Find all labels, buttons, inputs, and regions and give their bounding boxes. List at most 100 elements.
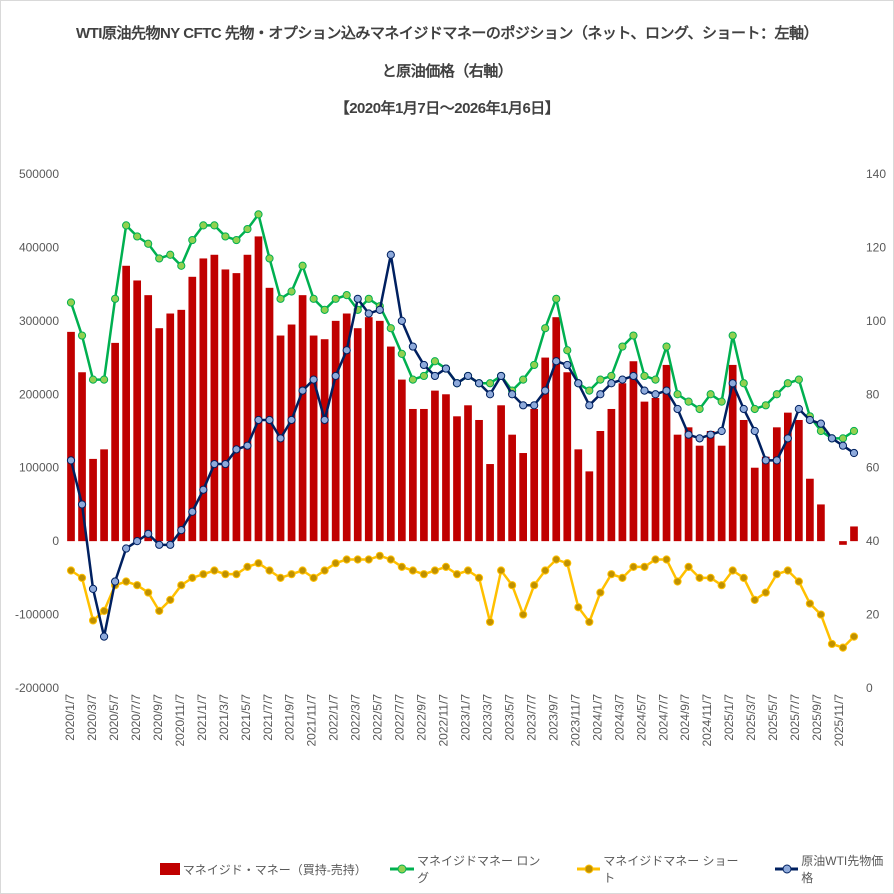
price-point xyxy=(364,309,373,318)
net-bar xyxy=(210,254,219,542)
price-point xyxy=(816,419,826,428)
price-point xyxy=(309,375,318,384)
net-bar xyxy=(320,339,329,542)
net-bar xyxy=(232,273,241,542)
net-bar xyxy=(596,431,605,542)
price-point xyxy=(794,404,803,414)
long-point xyxy=(243,224,252,234)
short-point xyxy=(210,566,219,575)
net-bar xyxy=(353,328,362,542)
short-point xyxy=(298,566,307,575)
net-bar xyxy=(607,408,616,542)
short-point xyxy=(430,566,440,575)
price-point xyxy=(728,379,737,388)
long-point xyxy=(838,434,848,443)
long-point xyxy=(695,404,704,414)
legend: マネイジド・マネー（買持-売持） マネイジドマネー ロング マネイジドマネー シ… xyxy=(160,852,894,886)
long-point xyxy=(541,324,550,333)
legend-label-long: マネイジドマネー ロング xyxy=(416,854,541,885)
short-point xyxy=(408,566,417,575)
long-point xyxy=(662,342,671,351)
short-point xyxy=(452,570,462,579)
short-point xyxy=(375,551,384,560)
net-bar xyxy=(850,526,858,542)
short-point xyxy=(265,566,274,575)
short-point xyxy=(320,566,329,575)
price-point xyxy=(640,386,649,395)
y-left-tick-label: 200000 xyxy=(19,387,59,401)
net-bar xyxy=(166,313,175,542)
price-point xyxy=(88,584,98,593)
net-bar xyxy=(662,364,671,542)
short-point xyxy=(287,570,296,579)
x-tick-label: 2022/5/7 xyxy=(371,694,385,741)
long-point xyxy=(717,397,726,406)
net-bar xyxy=(155,328,164,542)
price-point xyxy=(133,537,142,546)
price-point xyxy=(519,401,528,410)
long-point xyxy=(111,294,120,303)
long-point xyxy=(331,294,340,303)
short-point xyxy=(574,603,583,612)
long-point xyxy=(199,221,208,230)
short-point xyxy=(596,588,605,597)
price-point xyxy=(232,445,241,454)
short-point xyxy=(199,570,208,579)
long-point xyxy=(66,298,76,307)
price-point xyxy=(441,364,451,373)
long-point xyxy=(364,294,373,303)
price-point xyxy=(99,632,109,641)
short-point xyxy=(353,555,362,564)
long-point xyxy=(88,375,98,384)
long-point xyxy=(552,294,561,303)
short-point xyxy=(772,570,781,579)
price-point xyxy=(673,404,682,414)
long-point xyxy=(276,294,285,303)
x-tick-label: 2024/7/7 xyxy=(656,694,670,741)
net-bar xyxy=(298,295,307,542)
price-point xyxy=(607,379,616,388)
long-point xyxy=(794,375,803,384)
price-point xyxy=(221,459,230,469)
short-point xyxy=(485,617,495,627)
price-point xyxy=(199,485,208,494)
x-tick-label: 2022/7/7 xyxy=(393,694,407,741)
price-point xyxy=(298,386,307,395)
short-point xyxy=(838,643,848,652)
long-point xyxy=(265,254,274,263)
price-point xyxy=(496,371,506,381)
long-point xyxy=(155,254,164,263)
long-point xyxy=(728,331,737,340)
short-point xyxy=(519,610,528,619)
short-point xyxy=(695,573,704,582)
long-point xyxy=(210,221,219,230)
long-point xyxy=(750,404,759,414)
net-bar xyxy=(397,379,406,542)
price-point xyxy=(166,540,175,549)
net-bar xyxy=(695,445,704,542)
y-left-tick-label: 100000 xyxy=(19,461,59,475)
price-point xyxy=(265,415,274,425)
net-bar xyxy=(486,464,494,542)
net-bar xyxy=(783,412,792,542)
long-point xyxy=(596,375,605,384)
y-right-tick-label: 80 xyxy=(866,387,880,401)
long-point xyxy=(783,379,792,388)
price-point xyxy=(320,415,329,425)
net-bar xyxy=(618,383,627,542)
short-point xyxy=(552,555,561,564)
long-point xyxy=(232,235,241,245)
short-point xyxy=(805,599,814,608)
chart-title: WTI原油先物NY CFTC 先物・オプション込みマネイジドマネーのポジション（… xyxy=(75,25,819,42)
x-tick-label: 2020/11/7 xyxy=(173,694,187,747)
net-bar xyxy=(144,295,153,542)
net-bar xyxy=(431,390,439,542)
short-point xyxy=(133,581,142,590)
net-bar xyxy=(541,357,550,542)
net-bar xyxy=(188,276,197,542)
long-point xyxy=(287,287,296,296)
x-tick-label: 2021/3/7 xyxy=(217,694,231,741)
long-point xyxy=(629,331,638,340)
net-bar xyxy=(795,419,803,542)
